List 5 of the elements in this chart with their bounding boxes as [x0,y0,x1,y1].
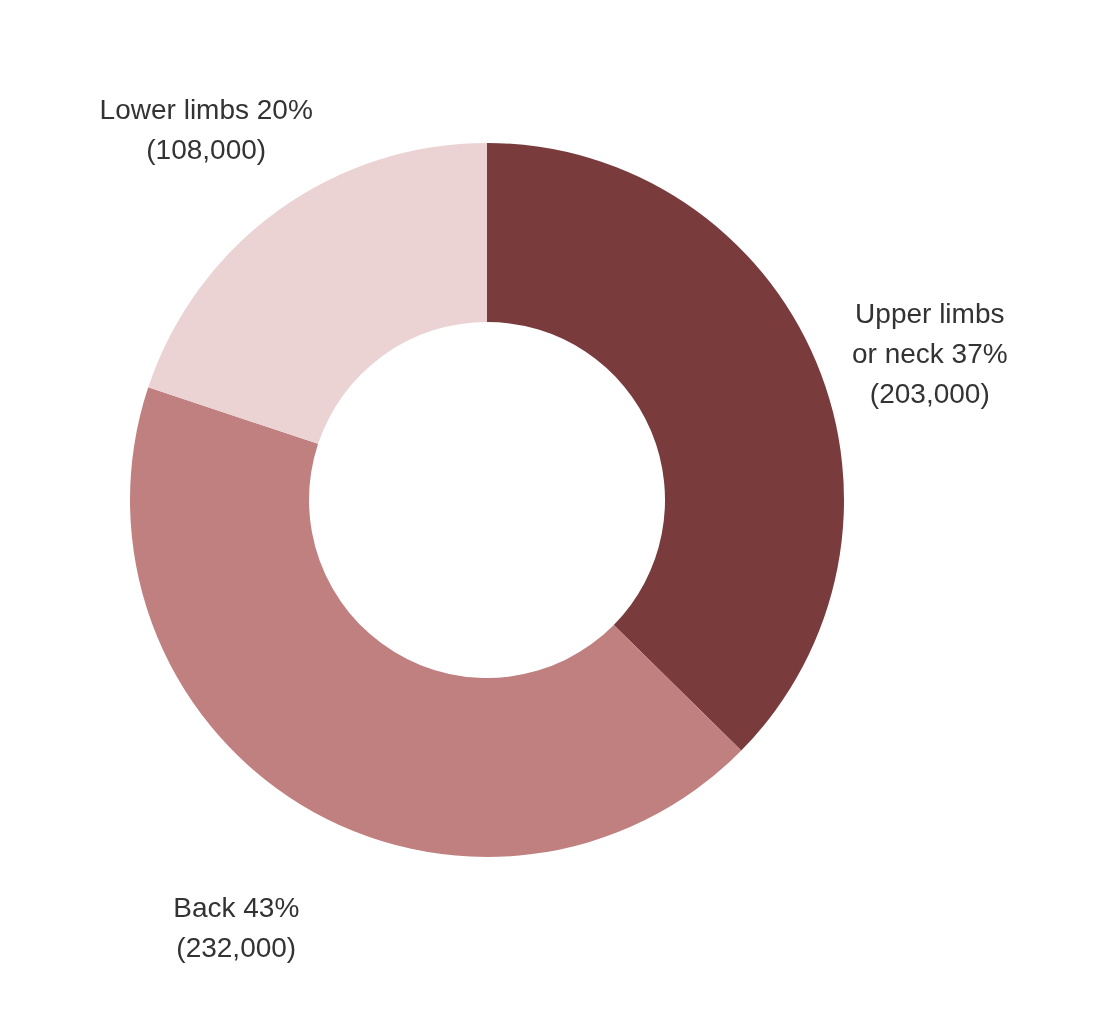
slice-label: Back 43% (232,000) [173,892,300,964]
slice-label: Lower limbs 20% (108,000) [99,93,313,165]
donut-slice [130,387,742,857]
slice-label: Upper limbs or neck 37% (203,000) [851,297,1008,409]
donut-slice [487,143,844,751]
